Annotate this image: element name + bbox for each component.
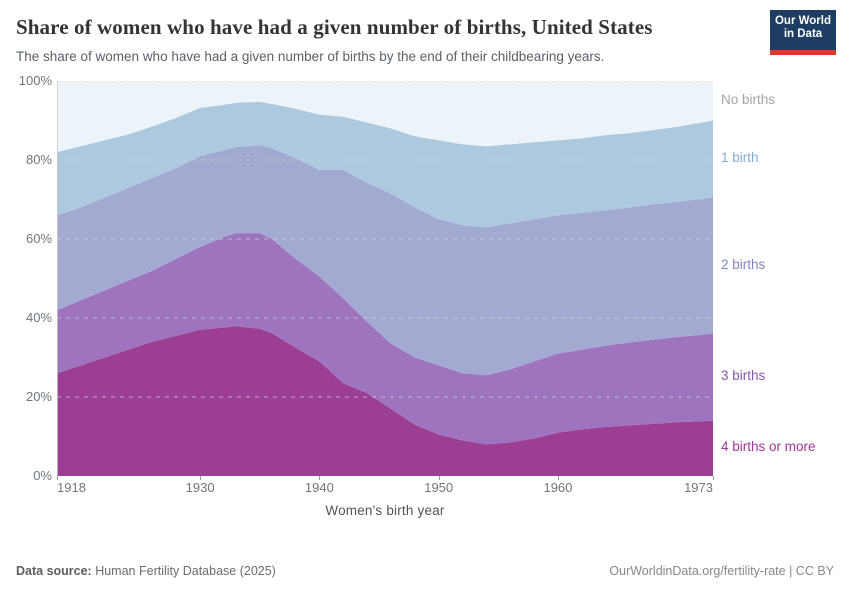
y-axis-label-40: 40% — [25, 309, 52, 325]
y-axis-label-0: 0% — [33, 467, 52, 483]
owid-logo-line2: in Data — [783, 28, 823, 40]
stacked-area-chart: 0% 20% 40% 60% 80% 100% 1918 1930 1940 1950 1960 1… — [16, 73, 834, 525]
legend-label-no-births[interactable]: No births — [721, 91, 776, 107]
x-axis-label-1950: 1950 — [424, 479, 454, 495]
x-tick-1940 — [319, 475, 321, 480]
x-axis-title: Women's birth year — [325, 502, 445, 518]
legend-label-3-births[interactable]: 3 births — [721, 368, 766, 384]
x-tick-1960 — [557, 475, 559, 480]
x-axis-label-1930: 1930 — [185, 479, 215, 495]
y-axis-label-60: 60% — [25, 230, 52, 246]
y-axis-label-100: 100% — [18, 72, 52, 88]
x-axis-label-1973: 1973 — [684, 479, 713, 495]
chart-subtitle: The share of women who have had a given … — [16, 48, 605, 64]
owid-logo[interactable]: Our World in Data — [770, 10, 836, 55]
owid-logo-line1: Our World — [774, 14, 831, 27]
footer: Data source: Human Fertility Database (2… — [16, 564, 834, 578]
stacked-area-svg[interactable] — [57, 80, 713, 476]
y-axis-label-80: 80% — [25, 151, 52, 167]
legend-label-2-births[interactable]: 2 births — [721, 256, 766, 272]
x-tick-1973 — [713, 475, 714, 480]
area-1-birth[interactable] — [57, 101, 713, 228]
x-axis-label-1960: 1960 — [543, 479, 573, 495]
data-source: Data source: Human Fertility Database (2… — [16, 564, 276, 578]
x-tick-1950 — [438, 475, 440, 480]
license-link[interactable]: OurWorldinData.org/fertility-rate | CC B… — [609, 564, 834, 578]
x-tick-1930 — [200, 475, 202, 480]
area-3-births[interactable] — [57, 232, 713, 445]
x-tick-1918 — [57, 475, 58, 480]
x-axis-label-1918: 1918 — [57, 479, 86, 495]
legend-label-4-births-or-more[interactable]: 4 births or more — [721, 439, 816, 455]
area-4-births-or-more[interactable] — [57, 326, 713, 476]
area-no-births[interactable] — [57, 80, 713, 152]
page-title: Share of women who have had a given numb… — [16, 15, 653, 39]
data-source-value: Human Fertility Database (2025) — [91, 564, 276, 578]
legend-label-1-birth[interactable]: 1 birth — [721, 149, 759, 165]
y-axis-label-20: 20% — [25, 388, 52, 404]
data-source-label: Data source: — [16, 564, 92, 578]
area-2-births[interactable] — [57, 144, 713, 376]
x-axis-label-1940: 1940 — [304, 479, 334, 495]
